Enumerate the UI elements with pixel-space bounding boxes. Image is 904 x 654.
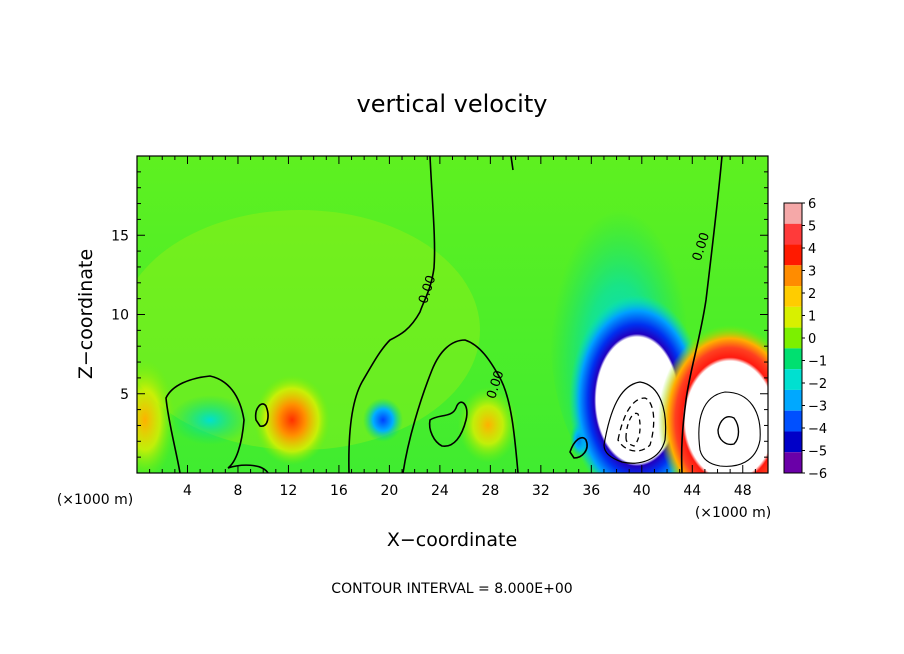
field-red-updraft [658,325,768,473]
colorbar: 6 5 4 3 2 1 0 −1 −2 −3 −4 −5 −6 [783,197,827,482]
field-blue-spot [363,398,403,442]
contour-interval-footer: CONTOUR INTERVAL = 8.000E+00 [331,581,572,597]
contour-red-outer [698,391,761,467]
colorbar-swatch [784,286,802,307]
contour-blue-core [603,381,667,464]
colorbar-swatch [784,452,802,473]
colorbar-label: 2 [808,287,816,302]
contour-blue-inner [617,397,655,452]
colorbar-label: −2 [808,377,827,392]
heatmap-field [137,156,768,473]
colorbar-swatch [784,369,802,390]
contour-zero-right [680,156,723,473]
contour-blue-innermost [625,412,641,447]
colorbar-label: 0 [808,332,816,347]
x-tick-label: 24 [431,483,449,499]
y-tick-label: 15 [111,228,129,244]
contour-left-blob [165,375,269,473]
x-tick-label: 44 [683,483,701,499]
x-tick-label: 12 [280,483,298,499]
contour-zero-upper [510,156,514,171]
contour-right-loop [428,401,468,447]
colorbar-label: −6 [808,467,827,482]
field-yellow-spot [458,387,518,463]
colorbar-label: 3 [808,265,816,280]
x-tick-label: 40 [633,483,651,499]
colorbar-label: 4 [808,242,816,257]
x-unit-right: (×1000 m) [695,505,771,521]
chart-title: vertical velocity [357,90,548,118]
colorbar-swatch [784,265,802,287]
field-left-yellow [137,360,175,473]
colorbar-swatch [784,327,802,349]
contour-zero-center [348,156,436,473]
x-tick-label: 16 [330,483,348,499]
colorbar-label: 1 [808,310,816,325]
contour-small-loop [254,403,269,427]
field-left-cyan [170,395,250,445]
colorbar-swatch [784,410,802,432]
x-tick-label: 36 [582,483,600,499]
field-yellowgreen-band [137,210,480,450]
x-tick-label: 4 [183,483,192,499]
contour-zero-middle [402,339,519,473]
colorbar-swatch [784,203,802,224]
x-tick-label: 28 [481,483,499,499]
colorbar-swatch [784,348,802,370]
x-tick-label: 32 [532,483,550,499]
y-tick-label: 5 [120,387,129,403]
contour-lines [165,156,761,473]
x-tick-label: 48 [734,483,752,499]
x-axis-title: X−coordinate [387,529,517,551]
colorbar-label: −1 [808,355,827,370]
colorbar-swatch [784,306,802,328]
colorbar-swatch [784,244,802,266]
colorbar-label: −5 [808,445,827,460]
colorbar-swatch [784,431,802,453]
x-tick-label: 20 [380,483,398,499]
y-tick-label: 10 [111,308,129,324]
colorbar-label: 6 [808,197,816,212]
x-unit-left: (×1000 m) [57,492,133,508]
colorbar-label: −3 [808,400,827,415]
colorbar-swatch [784,389,802,411]
y-axis-title: Z−coordinate [75,249,97,379]
contour-small-right-loop [569,436,588,459]
x-tick-label: 8 [233,483,242,499]
field-orange-spot [254,375,330,465]
colorbar-label: −4 [808,422,827,437]
contour-red-inner [717,416,740,446]
colorbar-label: 5 [808,220,816,235]
colorbar-swatch [784,223,802,245]
